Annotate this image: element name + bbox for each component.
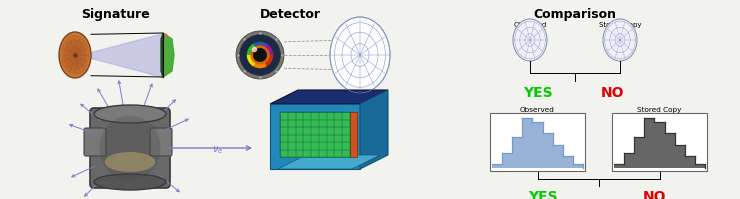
Bar [522,118,533,168]
Bar [695,164,705,168]
Wedge shape [265,55,273,66]
Bar [542,133,553,168]
Bar [280,112,350,157]
Ellipse shape [94,105,166,123]
Wedge shape [253,63,266,68]
Ellipse shape [513,19,547,61]
Polygon shape [360,90,388,169]
Ellipse shape [603,19,637,61]
Ellipse shape [69,46,81,64]
Text: NO: NO [643,190,666,199]
FancyBboxPatch shape [84,128,106,156]
Circle shape [236,31,284,79]
Wedge shape [253,42,266,47]
Bar [654,122,665,168]
Circle shape [240,35,280,75]
Text: YES: YES [523,86,553,100]
Polygon shape [163,33,174,77]
Wedge shape [247,44,255,55]
Text: Stored Copy: Stored Copy [599,22,642,28]
Bar [665,133,675,168]
Ellipse shape [99,116,161,180]
Text: Comparison: Comparison [534,8,616,21]
Bar [612,113,707,171]
Bar [533,122,542,168]
Ellipse shape [105,152,155,172]
Ellipse shape [64,40,85,70]
Bar [492,164,502,168]
Text: NO: NO [600,86,624,100]
Bar [645,118,654,168]
Text: Detector: Detector [260,8,320,21]
FancyBboxPatch shape [150,128,172,156]
Bar [624,153,634,168]
Ellipse shape [330,17,390,93]
Bar [553,145,563,168]
Circle shape [247,42,273,68]
Ellipse shape [61,35,89,75]
Text: Stored Copy: Stored Copy [637,107,682,113]
Bar [502,153,512,168]
Wedge shape [247,55,255,66]
Polygon shape [161,33,163,77]
Circle shape [253,48,266,62]
Bar [512,137,522,168]
Bar [684,156,695,168]
Polygon shape [278,155,380,169]
Circle shape [253,48,266,62]
Text: Observed: Observed [520,107,555,113]
Polygon shape [270,90,388,104]
Bar [614,164,624,168]
Bar [563,156,573,168]
Ellipse shape [94,174,166,190]
Wedge shape [265,44,273,55]
Bar [573,164,583,168]
Text: Observed: Observed [514,22,547,28]
Bar [350,112,357,157]
Text: $\nu_e$: $\nu_e$ [212,144,223,156]
Bar [675,145,684,168]
FancyBboxPatch shape [90,108,170,188]
Ellipse shape [59,32,91,78]
Polygon shape [270,104,360,169]
Bar [634,137,645,168]
Bar [490,113,585,171]
Text: Signature: Signature [81,8,149,21]
Text: YES: YES [528,190,557,199]
